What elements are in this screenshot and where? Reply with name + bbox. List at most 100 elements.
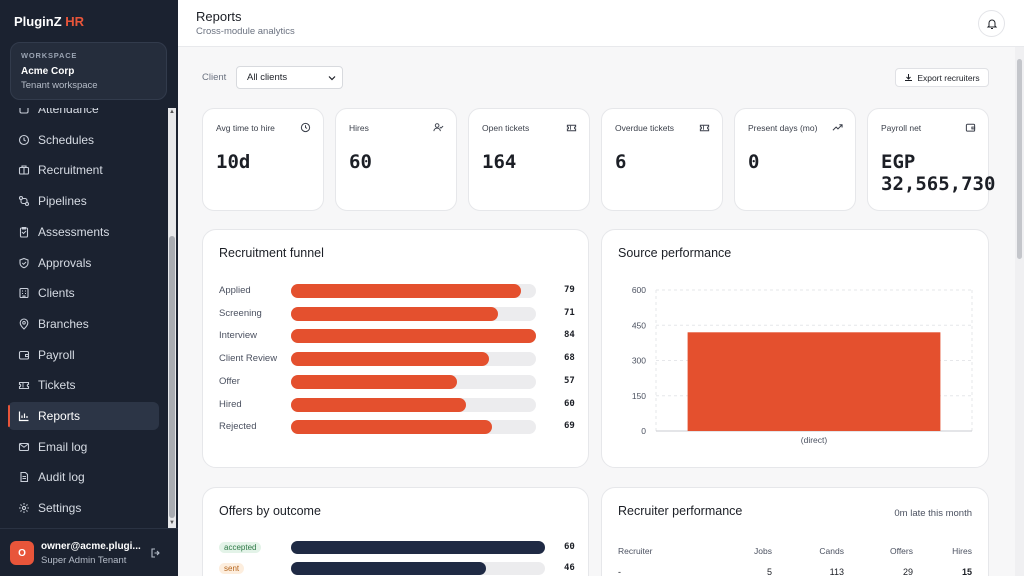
brand-logo[interactable]: PluginZ HR: [14, 14, 85, 29]
funnel-bar: [291, 420, 493, 435]
export-recruiters-button[interactable]: Export recruiters: [895, 68, 989, 87]
gear-icon: [19, 503, 29, 514]
sidebar-item-audit-log[interactable]: Audit log: [8, 463, 159, 491]
funnel-count: 60: [564, 398, 575, 409]
clock-icon: [18, 134, 30, 145]
kpi-label: Payroll net: [881, 123, 922, 133]
sidebar-item-label: Attendance: [38, 108, 99, 116]
wallet-icon: [18, 350, 30, 360]
sidebar-item-payroll[interactable]: Payroll: [8, 341, 159, 369]
kpi-card-hires: Hires 60: [335, 108, 457, 211]
y-tick-label: 0: [641, 426, 646, 436]
client-filter-label: Client: [202, 72, 227, 83]
sidebar-item-schedules[interactable]: Schedules: [8, 126, 159, 154]
funnel-bar-track: [291, 374, 536, 389]
funnel-stage-label: Client Review: [219, 353, 278, 365]
kpi-label: Open tickets: [482, 123, 530, 133]
sidebar-item-pipelines[interactable]: Pipelines: [8, 187, 159, 215]
funnel-row: Interview 84: [219, 328, 579, 344]
page-title: Reports: [196, 9, 242, 24]
table-cell: 5: [766, 567, 772, 576]
kpi-value: EGP 32,565,730: [881, 151, 996, 195]
sidebar-item-label: Email log: [38, 439, 88, 454]
shield-check-icon: [19, 257, 29, 268]
funnel-bar-track: [291, 306, 536, 321]
kpi-label: Avg time to hire: [216, 123, 275, 133]
sidebar-item-label: Assessments: [38, 224, 110, 239]
funnel-bar-track: [291, 284, 536, 298]
sidebar-item-tickets[interactable]: Tickets: [8, 371, 159, 399]
chevron-down-icon: [328, 76, 336, 81]
table-cell: 29: [902, 567, 913, 576]
funnel-count: 84: [564, 330, 575, 341]
card-title: Offers by outcome: [219, 504, 321, 518]
main-scroll-thumb[interactable]: [1017, 59, 1022, 259]
source-performance-chart: 0 150 300 450 600 (direct): [632, 285, 973, 445]
notifications-button[interactable]: [978, 10, 1005, 37]
sidebar-item-approvals[interactable]: Approvals: [8, 249, 159, 277]
table-header-offers[interactable]: Offers: [890, 546, 913, 556]
kpi-card-payroll-net: Payroll net EGP 32,565,730: [867, 108, 995, 211]
status-badge: sent: [219, 562, 245, 574]
table-header-jobs[interactable]: Jobs: [754, 546, 772, 556]
funnel-stage-label: Applied: [219, 285, 251, 296]
bar-chart-icon: [18, 411, 29, 422]
funnel-bar: [291, 374, 458, 389]
funnel-bar: [291, 397, 466, 412]
briefcase-icon: [18, 165, 30, 175]
table-header-cands[interactable]: Cands: [819, 546, 844, 556]
funnel-bar-track: [291, 329, 536, 344]
kpi-value: 60: [349, 151, 372, 173]
offer-row: sent 46: [219, 561, 579, 576]
sidebar: PluginZ HR WORKSPACE Acme Corp Tenant wo…: [0, 0, 178, 576]
sidebar-item-label: Payroll: [38, 347, 75, 362]
kpi-value: 6: [615, 151, 627, 173]
funnel-count: 69: [564, 421, 575, 432]
sidebar-item-clients[interactable]: Clients: [8, 279, 159, 307]
funnel-stage-label: Interview: [219, 330, 258, 342]
workspace-subtitle: Tenant workspace: [21, 80, 98, 91]
status-badge: accepted: [219, 542, 262, 553]
trending-up-icon: [832, 124, 843, 131]
table-header-recruiter[interactable]: Recruiter: [618, 546, 653, 556]
clipboard-icon: [19, 226, 29, 238]
scroll-down-arrow[interactable]: ▼: [169, 520, 175, 526]
offer-row: accepted 60: [219, 540, 579, 556]
client-select[interactable]: All clients: [236, 66, 343, 89]
main-scrollbar[interactable]: [1015, 47, 1024, 576]
sidebar-scrollbar[interactable]: ▲ ▼: [168, 108, 176, 528]
funnel-bar-track: [291, 397, 536, 412]
ticket-icon: [699, 124, 710, 132]
kpi-card-open-tickets: Open tickets 164: [468, 108, 590, 211]
logout-icon[interactable]: [150, 547, 162, 559]
avatar[interactable]: O: [10, 541, 34, 565]
sidebar-item-assessments[interactable]: Assessments: [8, 218, 159, 246]
workspace-label: WORKSPACE: [21, 51, 78, 60]
sidebar-item-email-log[interactable]: Email log: [8, 433, 159, 461]
funnel-row: Applied 79: [219, 283, 579, 299]
sidebar-item-label: Schedules: [38, 132, 95, 147]
sidebar-item-label: Tickets: [38, 378, 76, 393]
funnel-bar: [291, 329, 536, 344]
user-email: owner@acme.plugi...: [41, 541, 141, 552]
funnel-bar: [291, 352, 490, 367]
workspace-switcher[interactable]: WORKSPACE Acme Corp Tenant workspace: [10, 42, 167, 100]
sidebar-item-label: Audit log: [38, 470, 85, 485]
table-cell: -: [618, 567, 621, 576]
table-header-hires[interactable]: Hires: [952, 546, 972, 556]
kpi-card-present-days-mo: Present days (mo) 0: [734, 108, 856, 211]
sidebar-item-settings[interactable]: Settings: [8, 494, 159, 522]
x-tick-label: (direct): [801, 435, 828, 445]
sidebar-nav: Attendance Schedules Recruitment Pipelines A…: [0, 108, 168, 528]
building-icon: [19, 288, 29, 299]
offer-bar: [291, 561, 486, 575]
bar[interactable]: [687, 332, 941, 431]
sidebar-item-branches[interactable]: Branches: [8, 310, 159, 338]
scroll-up-arrow[interactable]: ▲: [169, 109, 175, 115]
y-tick-label: 600: [632, 285, 646, 295]
sidebar-item-recruitment[interactable]: Recruitment: [8, 156, 159, 184]
sidebar-item-attendance[interactable]: Attendance: [8, 108, 159, 123]
card-title: Source performance: [618, 246, 732, 260]
sidebar-scroll-thumb[interactable]: [169, 236, 175, 518]
sidebar-item-reports[interactable]: Reports: [8, 402, 159, 430]
